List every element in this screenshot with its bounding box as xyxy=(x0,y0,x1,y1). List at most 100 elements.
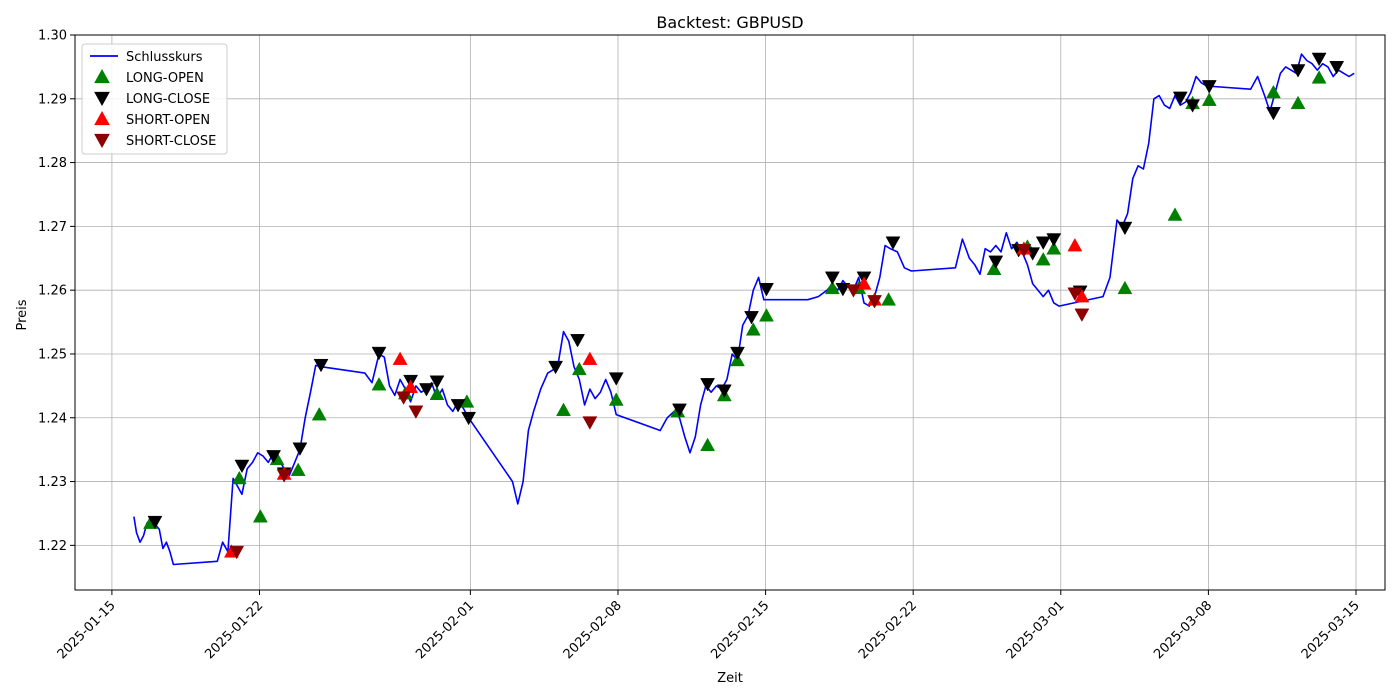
x-axis: 2025-01-15 2025-01-22 2025-02-01 2025-02-08… xyxy=(55,590,1363,662)
marker-long-open xyxy=(571,361,587,376)
marker-long-close xyxy=(292,442,308,456)
legend-swatch-marker xyxy=(94,68,110,84)
marker-long-close xyxy=(885,236,901,250)
x-tick-label: 2025-03-08 xyxy=(1151,598,1215,662)
marker-long-close xyxy=(429,375,445,389)
legend: Schlusskurs LONG-OPEN LONG-CLOSE SHORT-OPEN… xyxy=(81,43,228,155)
marker-long-open xyxy=(745,322,761,336)
marker-long-open xyxy=(556,402,571,416)
marker-long-open xyxy=(231,470,247,485)
marker-short-close xyxy=(408,405,424,419)
marker-long-close xyxy=(234,459,250,474)
marker-long-close xyxy=(147,515,163,530)
marker-long-open xyxy=(290,462,306,476)
marker-long-close xyxy=(608,372,624,386)
y-tick-label: 1.23 xyxy=(38,475,67,490)
marker-long-close xyxy=(548,360,564,375)
x-tick-label: 2025-02-01 xyxy=(413,598,477,662)
marker-long-close xyxy=(570,334,585,348)
y-tick-label: 1.29 xyxy=(38,92,67,107)
x-tick-label: 2025-03-15 xyxy=(1299,598,1363,662)
marker-long-close xyxy=(1117,221,1133,236)
x-tick-label: 2025-02-15 xyxy=(708,598,772,662)
y-tick-label: 1.28 xyxy=(38,156,67,171)
marker-long-open xyxy=(986,261,1002,275)
marker-long-open xyxy=(881,292,897,306)
marker-short-close xyxy=(396,391,412,405)
marker-long-close xyxy=(835,283,851,297)
legend-swatch-marker xyxy=(94,91,110,107)
legend-swatch-marker xyxy=(94,133,110,149)
marker-long-open xyxy=(759,308,774,322)
marker-long-open xyxy=(1265,84,1281,99)
marker-short-open xyxy=(392,351,408,365)
y-tick-label: 1.30 xyxy=(38,29,67,44)
marker-long-close xyxy=(461,411,477,426)
marker-long-open xyxy=(608,392,624,406)
marker-long-open xyxy=(1117,280,1133,295)
y-tick-label: 1.25 xyxy=(38,347,67,362)
y-tick-label: 1.24 xyxy=(38,411,67,426)
legend-label: SHORT-CLOSE xyxy=(126,134,216,149)
marker-long-open xyxy=(371,377,387,391)
marker-long-open xyxy=(1201,92,1217,106)
marker-long-close xyxy=(700,378,716,392)
marker-long-open xyxy=(252,509,268,523)
x-axis-label: Zeit xyxy=(717,671,743,686)
marker-long-open xyxy=(429,386,445,401)
marker-long-close xyxy=(1035,236,1051,250)
x-tick-label: 2025-01-22 xyxy=(202,598,266,662)
legend-label: Schlusskurs xyxy=(126,50,203,65)
x-tick-label: 2025-03-01 xyxy=(1004,598,1068,662)
marker-long-open xyxy=(1167,207,1183,221)
marker-long-close xyxy=(1046,233,1062,247)
marker-short-open xyxy=(403,379,419,393)
marker-long-close xyxy=(672,403,687,417)
marker-long-close xyxy=(744,311,759,325)
marker-long-close xyxy=(824,271,840,285)
legend-box xyxy=(81,43,228,155)
marker-long-close xyxy=(266,450,281,464)
marker-long-open xyxy=(824,280,840,295)
marker-long-close xyxy=(1265,106,1281,121)
plot-area xyxy=(133,52,1355,566)
marker-long-close xyxy=(1172,91,1188,106)
marker-long-close xyxy=(1290,64,1306,78)
grid xyxy=(75,34,1385,590)
marker-short-open xyxy=(1067,238,1083,252)
y-axis-label: Preis xyxy=(15,299,30,330)
marker-short-close xyxy=(867,295,882,309)
marker-short-close xyxy=(276,469,292,483)
marker-long-close xyxy=(988,255,1004,269)
marker-long-close xyxy=(759,283,774,297)
legend-label: SHORT-OPEN xyxy=(126,113,210,128)
marker-short-close xyxy=(846,284,861,298)
x-tick-label: 2025-02-08 xyxy=(561,598,625,662)
marker-long-close xyxy=(371,346,387,361)
marker-long-open xyxy=(700,437,716,452)
legend-swatch-marker xyxy=(94,110,110,126)
marker-short-open xyxy=(856,276,872,290)
y-tick-label: 1.27 xyxy=(38,220,67,235)
legend-label: LONG-CLOSE xyxy=(126,92,210,107)
marker-short-close xyxy=(229,545,245,560)
marker-long-close xyxy=(730,346,745,361)
y-tick-label: 1.22 xyxy=(38,539,67,554)
marker-long-close xyxy=(716,384,732,398)
y-tick-label: 1.26 xyxy=(38,284,67,299)
marker-long-close xyxy=(313,358,329,373)
marker-short-close xyxy=(582,416,598,430)
marker-short-open xyxy=(582,351,598,365)
marker-short-close xyxy=(1074,308,1090,322)
marker-long-open xyxy=(311,407,327,421)
marker-long-open xyxy=(1035,252,1051,266)
marker-short-close xyxy=(1067,287,1083,301)
series-line-schlusskurs xyxy=(133,53,1355,566)
chart-title: Backtest: GBPUSD xyxy=(656,13,803,32)
marker-long-open xyxy=(1290,95,1306,110)
marker-long-close xyxy=(1329,61,1345,75)
marker-long-close xyxy=(419,383,434,397)
marker-long-open xyxy=(1046,241,1062,255)
marker-short-open xyxy=(1074,289,1090,303)
